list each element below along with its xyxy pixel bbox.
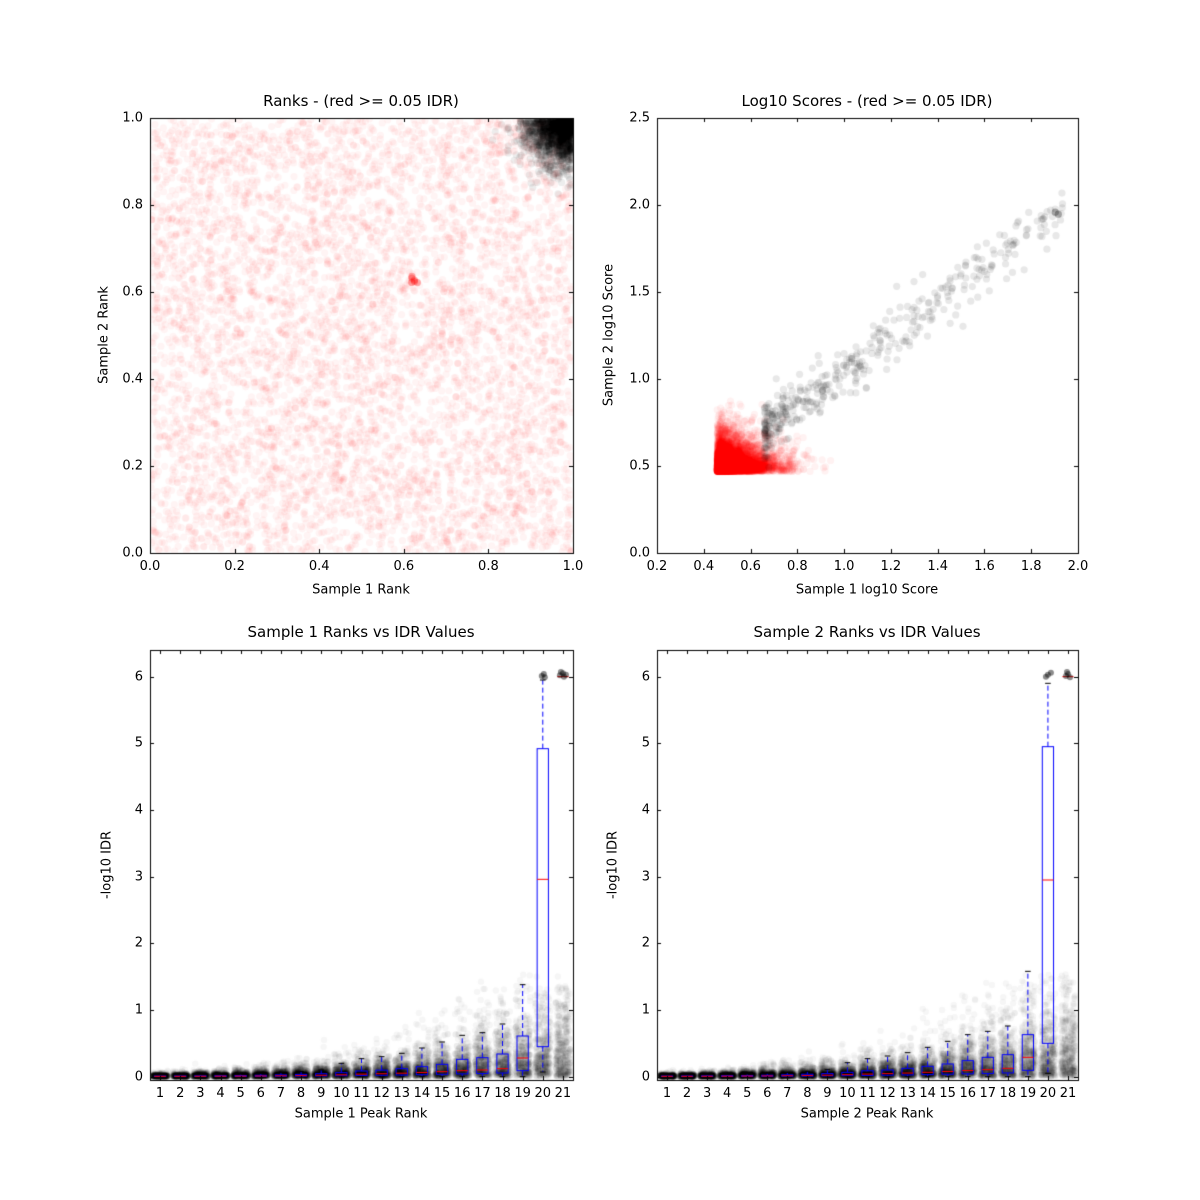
x-tick-label: 11 (859, 1086, 876, 1101)
y-tick-label: 6 (134, 669, 143, 685)
x-tick-label: 8 (296, 1086, 306, 1101)
x-tick-label: 0.8 (786, 559, 808, 574)
x-tick-label: 2 (682, 1086, 692, 1101)
x-tick-label: 18 (494, 1086, 511, 1101)
x-tick-label: 3 (702, 1086, 712, 1101)
y-tick-label: 1.5 (629, 284, 650, 300)
x-tick-label: 16 (959, 1086, 977, 1101)
x-tick-label: 15 (433, 1086, 451, 1101)
x-tick-label: 1.8 (1020, 559, 1042, 574)
y-tick-label: 1.0 (122, 110, 143, 126)
x-tick-label: 20 (1039, 1086, 1057, 1101)
x-tick-label: 16 (453, 1086, 471, 1101)
x-tick-label: 13 (899, 1086, 916, 1101)
x-tick-label: 12 (373, 1086, 390, 1101)
x-tick-label: 19 (514, 1086, 531, 1101)
y-tick-label: 0.5 (629, 458, 650, 474)
x-tick-label: 21 (1059, 1086, 1077, 1101)
x-tick-label: 17 (474, 1086, 491, 1101)
x-tick-label: 6 (763, 1086, 772, 1101)
y-tick-label: 4 (134, 802, 143, 818)
x-tick-label: 1.0 (833, 559, 855, 574)
x-tick-label: 0.6 (393, 559, 415, 574)
x-tick-label: 7 (783, 1086, 792, 1101)
y-tick-label: 1 (134, 1002, 143, 1018)
y-tick-label: 0.6 (122, 284, 143, 300)
y-tick-label: 0.0 (629, 545, 650, 561)
x-tick-label: 0.2 (646, 559, 668, 574)
y-tick-label: 3 (641, 869, 650, 885)
x-tick-label: 21 (554, 1086, 572, 1101)
x-tick-label: 19 (1019, 1086, 1037, 1101)
y-tick-label: 3 (134, 869, 143, 885)
x-tick-label: 1 (155, 1086, 165, 1101)
x-tick-label: 2 (176, 1086, 185, 1101)
x-tick-label: 10 (839, 1086, 856, 1101)
x-axis-label-scores: Sample 1 log10 Score (795, 582, 939, 598)
y-axis-label-ranks: Sample 2 Rank (96, 286, 112, 384)
y-tick-label: 2 (641, 935, 650, 951)
y-tick-label: 0 (641, 1069, 650, 1085)
x-tick-label: 10 (333, 1086, 350, 1101)
y-tick-label: 4 (641, 802, 650, 818)
x-axis-label-sample1-rank: Sample 1 Peak Rank (294, 1106, 428, 1122)
x-tick-label: 2.0 (1067, 559, 1089, 574)
x-axis-label-sample2-rank: Sample 2 Peak Rank (800, 1106, 934, 1122)
x-tick-label: 20 (534, 1086, 552, 1101)
x-tick-label: 4 (216, 1086, 225, 1101)
y-tick-label: 5 (641, 735, 650, 751)
x-tick-label: 0.4 (308, 559, 330, 574)
y-tick-label: 5 (134, 735, 143, 751)
x-tick-label: 15 (939, 1086, 956, 1101)
plot-title-scores: Log10 Scores - (red >= 0.05 IDR) (741, 92, 993, 110)
x-axis-label-ranks: Sample 1 Rank (312, 582, 410, 598)
x-tick-label: 9 (317, 1086, 326, 1101)
y-tick-label: 0.2 (122, 458, 143, 474)
y-tick-label: 6 (641, 669, 650, 685)
x-tick-label: 0.8 (478, 559, 499, 574)
x-tick-label: 0.2 (224, 559, 245, 574)
plot-title-sample1-idr: Sample 1 Ranks vs IDR Values (247, 623, 475, 641)
x-tick-label: 1.2 (880, 559, 902, 574)
x-tick-label: 11 (353, 1086, 370, 1101)
x-tick-label: 12 (879, 1086, 896, 1101)
y-tick-label: 2.5 (629, 110, 650, 126)
x-tick-label: 9 (823, 1086, 832, 1101)
plot-title-ranks: Ranks - (red >= 0.05 IDR) (263, 92, 459, 110)
y-axis-label-scores: Sample 2 log10 Score (601, 263, 617, 407)
x-tick-label: 0.4 (693, 559, 715, 574)
y-tick-label: 1.0 (629, 371, 650, 387)
y-tick-label: 1 (641, 1002, 650, 1018)
plot-title-sample2-idr: Sample 2 Ranks vs IDR Values (753, 623, 981, 641)
x-tick-label: 5 (743, 1086, 752, 1101)
x-tick-label: 17 (979, 1086, 997, 1101)
x-tick-label: 8 (803, 1086, 812, 1101)
x-tick-label: 5 (236, 1086, 245, 1101)
x-tick-label: 1 (662, 1086, 672, 1101)
x-tick-label: 14 (413, 1086, 431, 1101)
x-tick-label: 0.0 (139, 559, 161, 574)
x-tick-label: 13 (393, 1086, 411, 1101)
x-tick-label: 3 (196, 1086, 205, 1101)
y-tick-label: 0.4 (122, 371, 143, 387)
x-tick-label: 7 (276, 1086, 286, 1101)
y-axis-label-sample1-idr: -log10 IDR (99, 830, 115, 900)
x-tick-label: 1.4 (927, 559, 948, 574)
x-tick-label: 18 (999, 1086, 1017, 1101)
y-tick-label: 0.0 (122, 545, 143, 561)
x-tick-label: 6 (256, 1086, 265, 1101)
y-tick-label: 2 (134, 935, 143, 951)
y-tick-label: 2.0 (629, 197, 650, 213)
x-tick-label: 4 (723, 1086, 732, 1101)
x-tick-label: 1.6 (974, 559, 995, 574)
x-tick-label: 0.6 (740, 559, 761, 574)
y-tick-label: 0.8 (122, 197, 143, 213)
x-tick-label: 14 (919, 1086, 936, 1101)
y-tick-label: 0 (134, 1069, 143, 1085)
x-tick-label: 1.0 (562, 559, 584, 574)
y-axis-label-sample2-idr: -log10 IDR (605, 830, 621, 900)
